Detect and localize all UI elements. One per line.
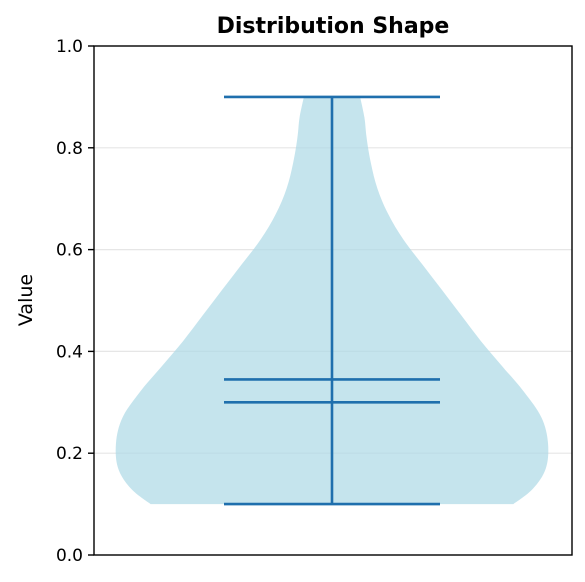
y-tick-label: 0.4 xyxy=(56,342,83,362)
y-tick-label: 1.0 xyxy=(56,37,83,57)
y-tick-label: 0.2 xyxy=(56,444,83,464)
y-tick-label: 0.8 xyxy=(56,139,83,159)
violin-stat-lines xyxy=(224,95,440,506)
plot-frame xyxy=(93,45,573,556)
y-axis-label: Value xyxy=(15,274,37,326)
y-tick-label: 0.0 xyxy=(56,546,83,566)
y-tick-label: 0.6 xyxy=(56,241,83,261)
chart-title: Distribution Shape xyxy=(217,14,450,39)
y-axis-ticks: 0.0 0.2 0.4 0.6 0.8 1.0 xyxy=(56,37,94,566)
